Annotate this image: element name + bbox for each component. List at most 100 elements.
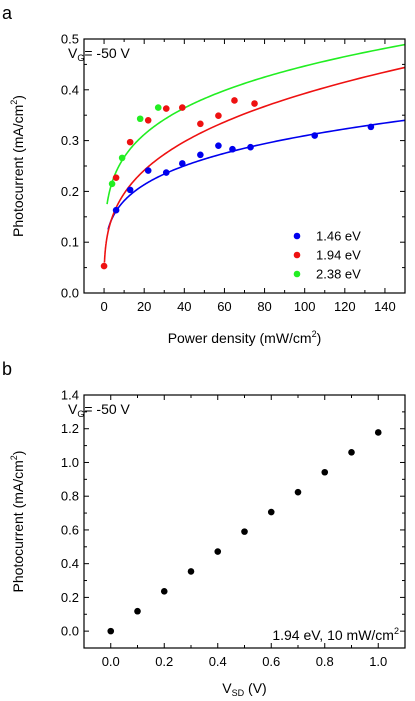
panel-b-plot-frame <box>83 394 406 649</box>
panel-b-y-tick-label-0: 0.0 <box>61 624 79 639</box>
panel-a-legend-label-1: 1.94 eV <box>316 248 361 263</box>
panel-a-series-1-point-2 <box>126 138 134 146</box>
panel-a-gate-voltage-annotation: VG= -50 V <box>68 45 131 63</box>
panel-a-letter: a <box>2 3 13 23</box>
panel-b-series-0-point-0 <box>107 627 115 635</box>
panel-b-series-0-point-4 <box>214 548 222 555</box>
panel-b-series-0-point-8 <box>321 468 329 476</box>
panel-a-x-tick-label-5: 100 <box>294 299 316 314</box>
panel-a-series-1-point-6 <box>197 120 204 128</box>
panel-b-letter: b <box>2 359 12 379</box>
chart-panel-a: a 0 20 40 60 80 100 120 140 0.0 0.1 0.2 0.3 0.4 0.5VG=… <box>2 3 406 346</box>
panel-b-series-0-point-6 <box>267 508 275 516</box>
panel-a-series-0-point-6 <box>215 142 222 149</box>
panel-a-annotation-rest: = -50 V <box>84 45 130 61</box>
panel-a-series-0-point-3 <box>162 169 170 176</box>
panel-b-x-tick-label-4: 0.8 <box>316 654 334 669</box>
panel-b-series-0-point-10 <box>374 429 382 436</box>
panel-a-series-2-point-2 <box>136 115 144 123</box>
panel-a-x-axis-title: Power density (mW/cm2) <box>168 329 322 346</box>
panel-a-series-1-point-1 <box>112 174 120 181</box>
panel-a-series-1-point-3 <box>144 116 152 124</box>
panel-b-series-0-point-9 <box>348 449 355 456</box>
panel-b-series-0-point-1 <box>134 607 141 615</box>
panel-a-series-0-point-1 <box>126 186 134 194</box>
panel-b-x-tick-label-5: 1.0 <box>369 654 387 669</box>
panel-a-y-tick-label-4: 0.4 <box>61 82 79 97</box>
panel-b-annotation-main: V <box>68 401 78 417</box>
panel-a-series-0-point-8 <box>247 143 254 151</box>
panel-b-y-tick-label-2: 0.4 <box>61 556 79 571</box>
panel-a-legend-marker-0 <box>293 232 301 240</box>
panel-a-x-title-tail: ) <box>317 330 322 346</box>
panel-a-series-1-point-0 <box>100 262 108 270</box>
panel-a-series-0-point-9 <box>311 132 319 139</box>
panel-a-y-title-main: Photocurrent (mA/cm <box>10 105 26 237</box>
panel-a-series-0-point-5 <box>197 151 204 159</box>
panel-b-y-title-sup: 2 <box>9 455 19 460</box>
panel-a-series-0-point-0 <box>112 206 120 214</box>
panel-a-y-tick-label-2: 0.2 <box>61 184 79 199</box>
panel-b-series-0-point-2 <box>160 588 168 595</box>
panel-b-y-title-tail: ) <box>10 451 26 456</box>
panel-b-y-tick-label-4: 0.8 <box>61 489 79 504</box>
panel-a-x-tick-label-1: 20 <box>137 299 151 314</box>
panel-a-legend-marker-1 <box>293 251 301 259</box>
panel-b-x-tick-label-2: 0.4 <box>209 654 227 669</box>
panel-a-legend-label-2: 2.38 eV <box>316 267 361 282</box>
panel-b-condition-main: 1.94 eV, 10 mW/cm <box>272 627 394 643</box>
panel-a-y-tick-label-5: 0.5 <box>61 32 79 47</box>
panel-b-x-tick-label-0: 0.0 <box>102 654 120 669</box>
panel-a-legend-label-0: 1.46 eV <box>316 229 361 244</box>
panel-a-fit-curve-0 <box>107 119 406 230</box>
panel-a-y-axis-title: Photocurrent (mA/cm2) <box>9 95 26 237</box>
panel-b-annotation-sub: G <box>77 409 84 419</box>
panel-b-y-axis-title: Photocurrent (mA/cm2) <box>9 451 26 593</box>
panel-b-y-tick-label-6: 1.2 <box>61 421 79 436</box>
panel-b-x-tick-label-1: 0.2 <box>155 654 173 669</box>
panel-b-series-0-point-7 <box>294 488 302 496</box>
panel-b-condition-sup: 2 <box>394 626 399 636</box>
panel-a-x-tick-label-7: 140 <box>374 299 396 314</box>
panel-a-series-0-point-4 <box>179 160 186 167</box>
panel-a-annotation-main: V <box>68 45 78 61</box>
panel-a-y-tick-label-1: 0.1 <box>61 235 79 250</box>
panel-a-series-2-point-0 <box>108 180 116 188</box>
panel-a-y-tick-label-3: 0.3 <box>61 133 79 148</box>
panel-a-series-1-point-9 <box>251 100 258 107</box>
panel-b-annotation-rest: = -50 V <box>84 401 130 417</box>
panel-b-x-axis-title: VSD (V) <box>222 680 266 698</box>
panel-a-x-tick-label-3: 60 <box>217 299 231 314</box>
panel-b-y-tick-label-7: 1.4 <box>61 388 79 403</box>
panel-b-series-0-point-5 <box>241 528 248 535</box>
panel-b-y-title-main: Photocurrent (mA/cm <box>10 460 26 592</box>
panel-b-x-title-sub: SD <box>232 688 245 698</box>
panel-a-y-title-sup: 2 <box>9 100 19 105</box>
panel-a-series-0-point-10 <box>367 123 375 131</box>
panel-a-x-tick-label-4: 80 <box>257 299 271 314</box>
panel-b-y-tick-label-3: 0.6 <box>61 522 79 537</box>
panel-a-series-0-point-2 <box>144 167 152 174</box>
panel-b-x-tick-label-3: 0.6 <box>262 654 280 669</box>
chart-panel-b: b 0.0 0.2 0.4 0.6 0.8 1.0 0.0 0.2 0.4 0.6 0.8 1.0 1.2… <box>2 359 406 698</box>
panel-a-x-tick-label-0: 0 <box>100 299 107 314</box>
panel-b-y-tick-label-1: 0.2 <box>61 590 79 605</box>
panel-a-annotation-sub: G <box>77 53 84 63</box>
panel-a-legend-marker-2 <box>293 270 301 278</box>
panel-a-y-tick-label-0: 0.0 <box>61 286 79 301</box>
panel-a-series-2-point-1 <box>118 154 126 162</box>
panel-a-series-2-point-3 <box>154 104 162 111</box>
panel-a-x-title-main: Power density (mW/cm <box>168 330 312 346</box>
panel-a-x-tick-label-2: 40 <box>177 299 191 314</box>
panel-a-series-0-point-7 <box>229 145 236 153</box>
panel-a-series-1-point-5 <box>179 104 186 111</box>
panel-a-series-1-point-4 <box>162 105 170 112</box>
panel-a-fit-curve-2 <box>106 43 406 205</box>
panel-a-series-1-point-7 <box>215 112 222 120</box>
panel-b-y-tick-label-5: 1.0 <box>61 455 79 470</box>
panel-b-x-title-tail: (V) <box>244 680 267 696</box>
panel-b-series-0-point-3 <box>187 568 195 575</box>
panel-a-x-title-sup: 2 <box>312 329 317 339</box>
panel-a-x-tick-label-6: 120 <box>334 299 356 314</box>
